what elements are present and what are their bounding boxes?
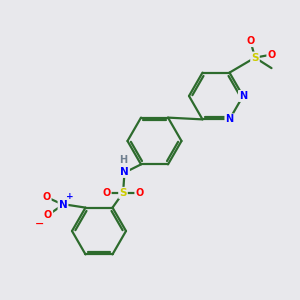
Text: N: N (58, 200, 68, 210)
Text: H: H (119, 155, 127, 166)
Text: +: + (66, 192, 74, 201)
Text: O: O (44, 210, 52, 220)
Text: S: S (251, 52, 259, 63)
Text: N: N (239, 91, 247, 101)
Text: N: N (120, 167, 129, 177)
Text: N: N (225, 114, 234, 124)
Text: O: O (246, 36, 255, 46)
Text: −: − (35, 218, 44, 229)
Text: O: O (102, 188, 111, 198)
Text: O: O (135, 188, 144, 198)
Text: O: O (267, 50, 276, 60)
Text: O: O (42, 192, 51, 202)
Text: S: S (119, 188, 127, 198)
